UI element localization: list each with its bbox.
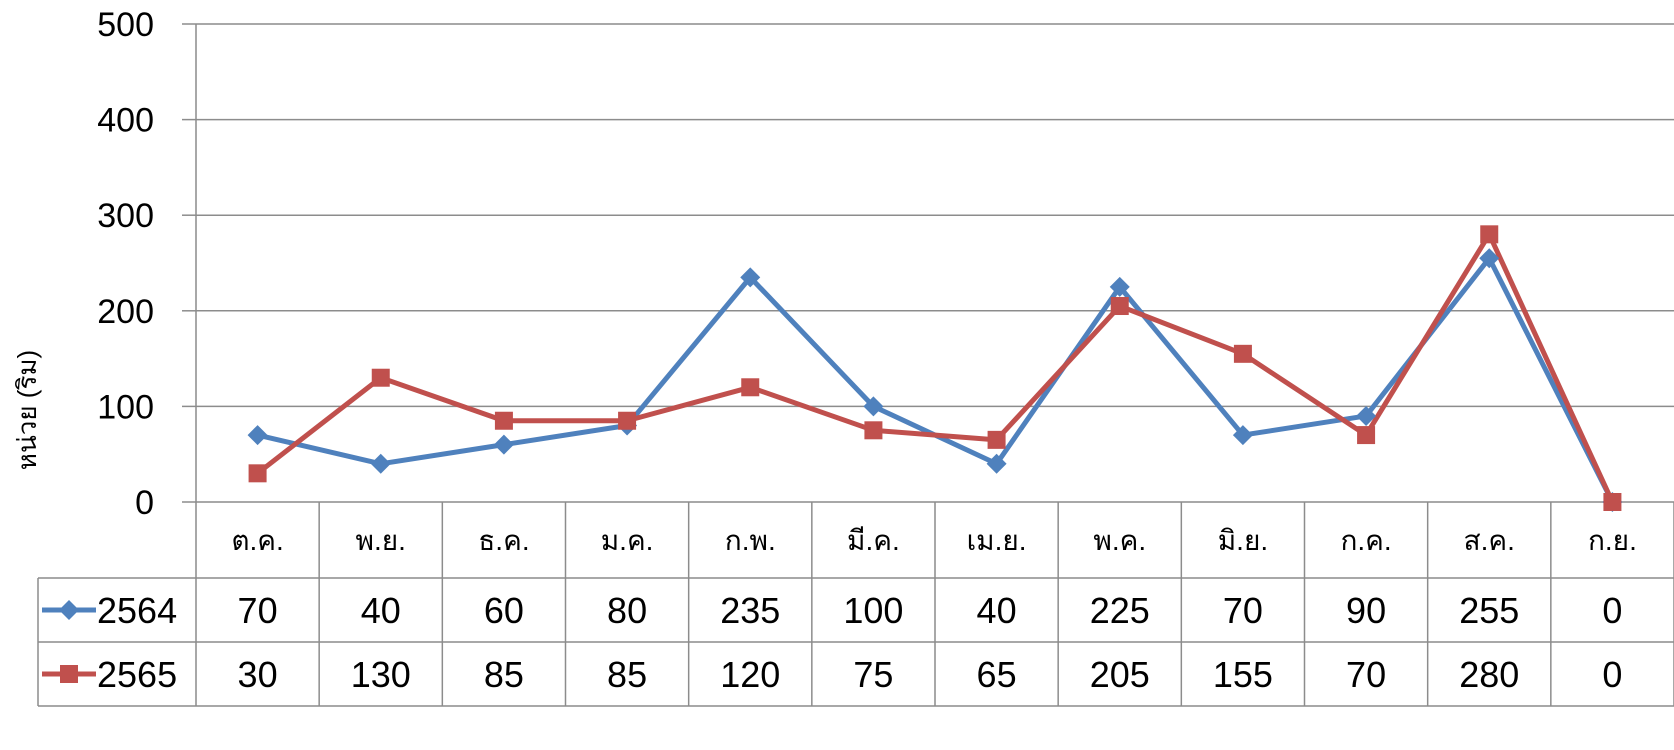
series-line — [256, 231, 1615, 504]
table-cell: 60 — [484, 590, 524, 631]
x-category-label: ก.ย. — [1588, 525, 1637, 556]
table-cell: 0 — [1602, 654, 1622, 695]
table-cell: 75 — [853, 654, 893, 695]
x-category-label: มี.ค. — [847, 525, 900, 556]
y-tick-label: 200 — [97, 293, 154, 331]
data-point — [1109, 276, 1130, 297]
y-axis-label: หน่วย (ริม) — [12, 350, 42, 470]
series-layer — [247, 225, 1623, 512]
table-cell: 120 — [720, 654, 780, 695]
table-cell: 40 — [977, 590, 1017, 631]
x-category-label: พ.ค. — [1093, 525, 1146, 556]
legend-marker — [59, 600, 79, 620]
table-cell: 205 — [1090, 654, 1150, 695]
y-tick-label: 500 — [97, 6, 154, 44]
data-point — [986, 453, 1007, 474]
data-point — [1110, 297, 1129, 316]
x-category-label: ต.ค. — [231, 525, 283, 556]
data-point — [493, 434, 514, 455]
data-point — [1356, 405, 1377, 426]
data-point — [864, 421, 883, 440]
data-point — [1357, 426, 1376, 445]
x-category-label: พ.ย. — [356, 525, 406, 556]
table-cell: 70 — [1223, 590, 1263, 631]
table-cell: 225 — [1090, 590, 1150, 631]
table-cell: 235 — [720, 590, 780, 631]
data-point — [740, 267, 761, 288]
table-cell: 65 — [977, 654, 1017, 695]
y-tick-label: 400 — [97, 102, 154, 140]
table-cell: 80 — [607, 590, 647, 631]
data-point — [618, 411, 637, 430]
legend-entry: 2565 — [42, 654, 177, 695]
table-cell: 155 — [1213, 654, 1273, 695]
table-cell: 70 — [238, 590, 278, 631]
data-point — [248, 464, 267, 483]
y-tick-label: 100 — [97, 388, 154, 426]
data-table: ต.ค. พ.ย. ธ.ค. ม.ค. ก.พ. มี.ค. เม.ย. พ.ค. มิ.ย. ก… — [37, 502, 1674, 707]
data-point — [1233, 344, 1252, 363]
x-category-label: เม.ย. — [967, 525, 1027, 556]
gridlines — [195, 23, 1674, 503]
legend-label: 2564 — [97, 590, 177, 631]
table-cell: 0 — [1602, 590, 1622, 631]
data-point — [1480, 225, 1499, 244]
legend-marker — [60, 665, 78, 683]
table-cell: 30 — [238, 654, 278, 695]
data-point — [1603, 493, 1622, 511]
y-tick-label: 300 — [97, 197, 154, 235]
table-cell: 255 — [1459, 590, 1519, 631]
data-point — [1232, 425, 1253, 446]
x-category-label: ม.ค. — [601, 525, 654, 556]
x-category-label: ส.ค. — [1464, 525, 1515, 556]
table-cell: 280 — [1459, 654, 1519, 695]
data-point — [370, 453, 391, 474]
data-point — [494, 411, 513, 430]
table-cell: 130 — [351, 654, 411, 695]
data-point — [863, 396, 884, 417]
x-category-label: ก.ค. — [1340, 525, 1391, 556]
x-category-label: มิ.ย. — [1218, 525, 1268, 556]
x-category-label: ก.พ. — [725, 525, 776, 556]
table-cell: 40 — [361, 590, 401, 631]
data-point — [987, 430, 1006, 449]
data-point — [741, 378, 760, 397]
legend-entry: 2564 — [42, 590, 177, 631]
table-cell: 85 — [607, 654, 647, 695]
data-point — [1479, 248, 1500, 269]
table-cell: 90 — [1346, 590, 1386, 631]
series-line — [257, 255, 1615, 504]
y-axis-ticks: 0 100 200 300 400 500 — [97, 6, 196, 522]
legend-label: 2565 — [97, 654, 177, 695]
y-tick-label: 0 — [135, 484, 154, 522]
table-cell: 100 — [843, 590, 903, 631]
table-cell: 85 — [484, 654, 524, 695]
data-point — [371, 368, 390, 387]
x-category-label: ธ.ค. — [478, 525, 529, 556]
table-cell: 70 — [1346, 654, 1386, 695]
data-point — [247, 425, 268, 446]
